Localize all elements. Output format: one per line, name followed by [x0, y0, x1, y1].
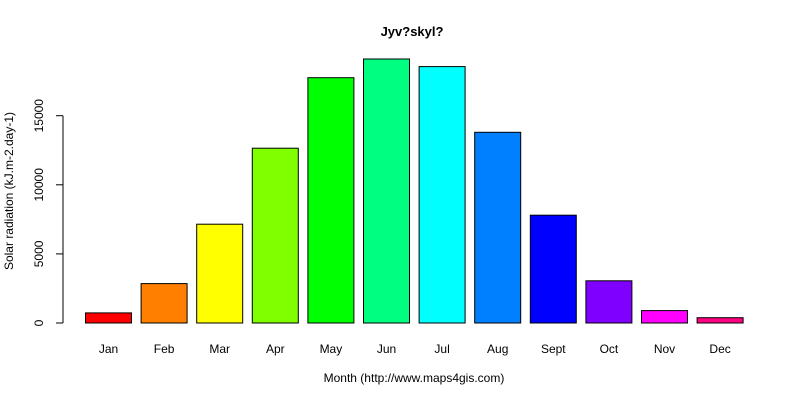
y-axis-label: Solar radiation (kJ.m-2.day-1): [2, 112, 16, 270]
x-tick-label-may: May: [320, 342, 343, 356]
bar-nov: [641, 310, 688, 324]
bar-apr: [251, 147, 299, 324]
y-tick-label-5000: 5000: [32, 240, 46, 267]
x-tick-label-dec: Dec: [709, 342, 730, 356]
x-tick-label-nov: Nov: [654, 342, 675, 356]
x-tick-label-aug: Aug: [487, 342, 508, 356]
bar-jun: [363, 58, 410, 324]
bars-group: [85, 58, 744, 324]
y-tick-label-0: 0: [32, 319, 46, 326]
x-tick-labels-group: Jan Feb Mar Apr May Jun Jul Aug Sept Oct Nov Dec: [99, 342, 731, 356]
x-tick-label-jul: Jul: [434, 342, 449, 356]
x-tick-label-sept: Sept: [541, 342, 566, 356]
chart-title: Jyv?skyl?: [381, 24, 444, 39]
x-tick-label-oct: Oct: [600, 342, 619, 356]
bar-jan: [85, 312, 132, 324]
x-tick-label-apr: Apr: [266, 342, 285, 356]
bar-aug: [474, 131, 522, 324]
y-tick-label-10000: 10000: [32, 168, 46, 202]
bar-dec: [696, 317, 744, 324]
bar-feb: [140, 283, 188, 324]
x-tick-label-jun: Jun: [377, 342, 396, 356]
x-axis-label: Month (http://www.maps4gis.com): [324, 371, 505, 385]
bar-mar: [196, 223, 244, 324]
bar-jul: [418, 66, 466, 324]
x-tick-label-jan: Jan: [99, 342, 118, 356]
y-tick-label-15000: 15000: [32, 99, 46, 133]
y-axis: 0 5000 10000 15000: [32, 99, 64, 326]
bar-sept: [529, 214, 577, 324]
bar-may: [307, 77, 355, 324]
x-tick-label-mar: Mar: [209, 342, 230, 356]
bar-oct: [585, 280, 633, 324]
x-tick-label-feb: Feb: [154, 342, 175, 356]
